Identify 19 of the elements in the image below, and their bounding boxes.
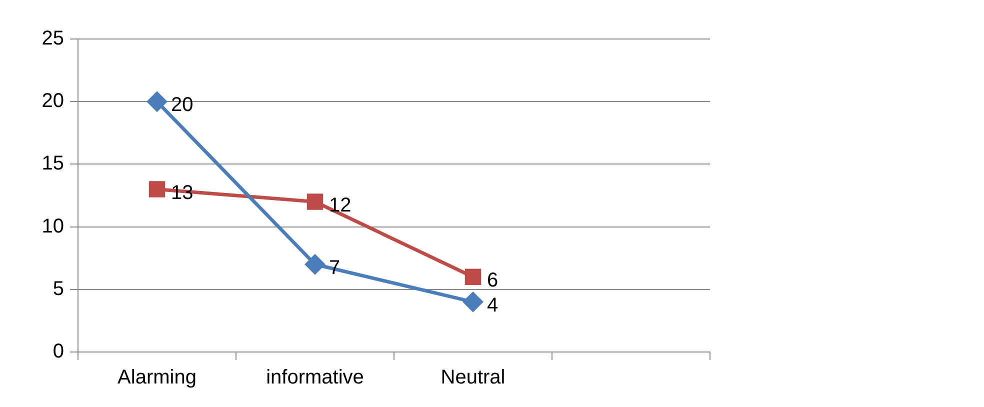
y-tick-label: 15 bbox=[42, 152, 64, 175]
data-label: 6 bbox=[487, 269, 498, 292]
point bbox=[148, 181, 166, 198]
point bbox=[147, 92, 167, 112]
x-tick-label: Neutral bbox=[440, 366, 506, 389]
point bbox=[305, 254, 325, 274]
data-label: 20 bbox=[171, 94, 194, 116]
y-tick-label: 5 bbox=[52, 278, 64, 300]
point bbox=[463, 292, 483, 312]
data-label: 12 bbox=[329, 194, 352, 216]
y-tick-label: 25 bbox=[42, 28, 64, 50]
data-label: 4 bbox=[487, 294, 498, 316]
point bbox=[464, 268, 482, 285]
point bbox=[306, 194, 324, 210]
x-tick-label: Alarming bbox=[118, 366, 196, 389]
y-tick-label: 0 bbox=[52, 340, 64, 363]
x-tick-label: informative bbox=[266, 366, 364, 389]
y-tick-label: 10 bbox=[42, 215, 64, 238]
y-tick-label: 20 bbox=[42, 90, 64, 112]
